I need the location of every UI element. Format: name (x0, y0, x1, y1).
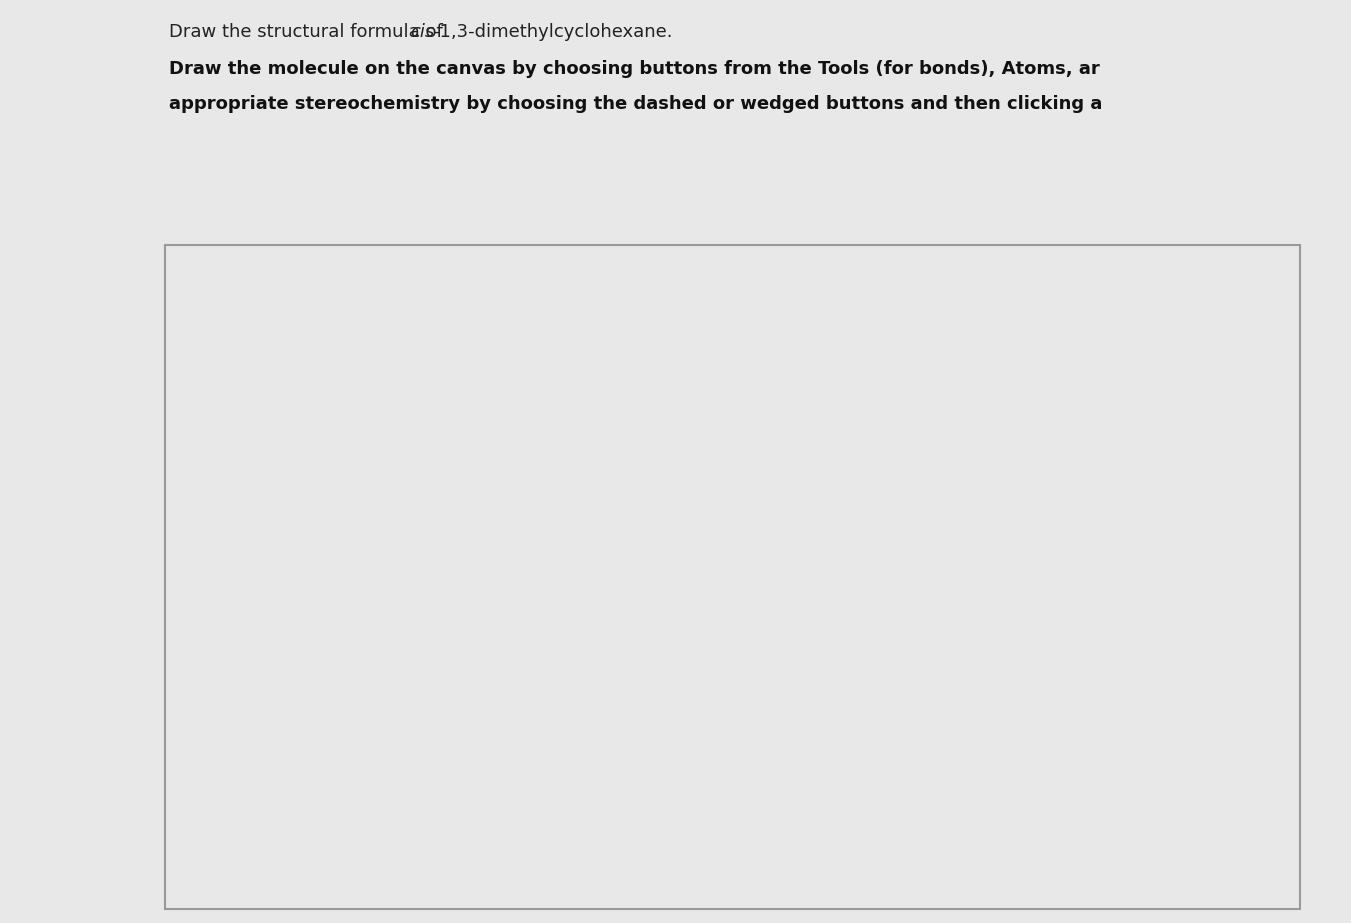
Text: Z: Z (188, 663, 199, 677)
Text: ↗: ↗ (828, 270, 840, 285)
Text: ⊕: ⊕ (332, 270, 345, 285)
Text: cis: cis (409, 23, 434, 42)
Text: ✏: ✏ (188, 412, 199, 426)
Text: Br: Br (1252, 712, 1269, 726)
Text: appropriate stereochemistry by choosing the dashed or wedged buttons and then cl: appropriate stereochemistry by choosing … (169, 95, 1102, 114)
Text: ↻: ↻ (284, 270, 296, 285)
Text: [■]: [■] (184, 725, 203, 735)
Polygon shape (476, 633, 570, 706)
Text: Cl: Cl (1252, 655, 1267, 671)
Text: ⊗: ⊗ (426, 270, 438, 285)
Text: EXP.: EXP. (573, 270, 603, 285)
Text: −: − (185, 535, 201, 553)
Text: Draw the structural formula of: Draw the structural formula of (169, 23, 449, 42)
Text: ?: ? (778, 270, 785, 285)
Text: Draw the molecule on the canvas by choosing buttons from the Tools (for bonds), : Draw the molecule on the canvas by choos… (169, 60, 1100, 78)
Text: ⬚
▼: ⬚ ▼ (189, 342, 197, 364)
Text: N: N (1255, 489, 1266, 504)
Text: H: H (1254, 378, 1266, 393)
Text: H±: H± (473, 270, 496, 285)
Text: S: S (1255, 600, 1265, 616)
Text: H: H (458, 611, 470, 629)
Text: ⊞: ⊞ (523, 270, 534, 285)
FancyBboxPatch shape (1212, 414, 1219, 468)
Text: ↺: ↺ (239, 270, 250, 285)
FancyBboxPatch shape (1212, 414, 1300, 468)
Text: H₃C: H₃C (404, 733, 435, 750)
Text: P: P (1255, 822, 1265, 837)
Text: O: O (1254, 545, 1266, 559)
Text: F: F (1256, 878, 1265, 893)
Text: ●: ● (721, 270, 734, 285)
Text: C: C (1255, 434, 1266, 449)
Text: CONT.: CONT. (642, 270, 684, 285)
Text: +: + (185, 475, 201, 494)
Text: [1]: [1] (195, 836, 205, 845)
Text: CH₃: CH₃ (746, 822, 777, 841)
Text: I: I (1258, 767, 1262, 782)
Text: -1,3-dimethylcyclohexane.: -1,3-dimethylcyclohexane. (432, 23, 673, 42)
Text: ⊖: ⊖ (378, 270, 390, 285)
Text: ❑: ❑ (189, 270, 203, 285)
Text: ⋮|: ⋮| (186, 605, 200, 616)
Text: A: A (178, 846, 190, 864)
Polygon shape (740, 680, 842, 725)
Text: H: H (857, 670, 870, 688)
Text: •: • (188, 781, 199, 798)
Text: ⠿: ⠿ (1250, 323, 1262, 341)
